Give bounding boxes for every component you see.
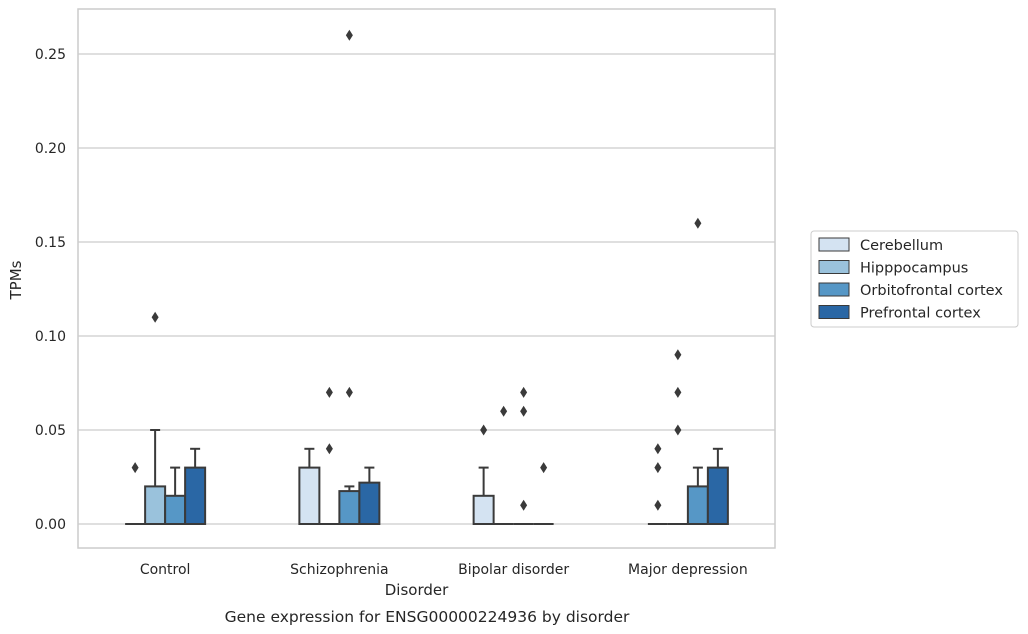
legend-swatch [818, 260, 850, 274]
y-tick-label: 0.00 [35, 517, 66, 533]
box-prefrontal-cortex [533, 462, 554, 525]
box-body [298, 466, 321, 526]
legend: Cerebellum Hipppocampus Orbitofrontal cort… [810, 230, 1019, 328]
box-orbitofrontal-cortex [686, 217, 709, 525]
box-cerebellum [298, 447, 321, 526]
outlier-point [480, 424, 488, 436]
box-body [686, 485, 709, 525]
legend-label: Prefrontal cortex [860, 306, 981, 322]
outlier-point [540, 462, 548, 474]
x-tick-label: Control [140, 562, 191, 578]
box-cerebellum [472, 424, 495, 525]
box-body [164, 494, 187, 525]
y-axis-label: TPMs [7, 260, 25, 300]
box-orbitofrontal-cortex [513, 386, 534, 525]
grid-lines [78, 53, 775, 525]
outlier-point [520, 405, 528, 417]
y-tick-label: 0.05 [35, 423, 66, 439]
outlier-point [520, 386, 528, 398]
outlier-point [500, 405, 508, 417]
outlier-point [325, 443, 333, 455]
box-prefrontal-cortex [184, 447, 207, 526]
outlier-point [151, 311, 159, 323]
x-axis-label: Disorder [385, 581, 449, 599]
y-tick-label: 0.10 [35, 329, 66, 345]
outlier-point [694, 217, 702, 229]
y-tick-label: 0.25 [35, 47, 66, 63]
box-orbitofrontal-cortex [338, 29, 361, 526]
x-tick-label: Major depression [628, 562, 748, 578]
outlier-point [654, 443, 662, 455]
legend-label: Cerebellum [860, 238, 943, 254]
outlier-point [131, 462, 139, 474]
outlier-point [345, 29, 353, 41]
outlier-point [520, 499, 528, 511]
box-orbitofrontal-cortex [164, 466, 187, 525]
box-body [338, 490, 361, 526]
box-plots [125, 29, 729, 526]
outlier-point [345, 386, 353, 398]
outlier-point [325, 386, 333, 398]
legend-swatch [818, 237, 850, 252]
box-hipppocampus [319, 386, 340, 525]
box-hipppocampus [144, 311, 167, 525]
x-tick-labels: Control Schizophrenia Bipolar disorder Majo… [140, 562, 748, 578]
box-prefrontal-cortex [358, 466, 381, 526]
legend-swatch [818, 282, 850, 297]
legend-label: Hipppocampus [860, 261, 968, 277]
plot-frame [77, 8, 776, 549]
box-hipppocampus [667, 349, 688, 525]
outlier-point [674, 386, 682, 398]
box-prefrontal-cortex [706, 447, 729, 526]
box-body [358, 481, 381, 526]
box-cerebellum [125, 462, 146, 525]
x-tick-label: Bipolar disorder [458, 562, 569, 578]
legend-label: Orbitofrontal cortex [860, 283, 1003, 299]
outlier-point [654, 462, 662, 474]
outlier-point [674, 424, 682, 436]
box-hipppocampus [493, 405, 514, 525]
box-body [472, 494, 495, 525]
y-tick-label: 0.15 [35, 235, 66, 251]
box-body [706, 466, 729, 526]
box-body [144, 485, 167, 525]
box-body [184, 466, 207, 526]
y-tick-labels: 0.00 0.05 0.10 0.15 0.20 0.25 [35, 47, 66, 533]
x-tick-label: Schizophrenia [290, 562, 388, 578]
y-tick-label: 0.20 [35, 141, 66, 157]
box-cerebellum [647, 443, 668, 525]
chart-caption: Gene expression for ENSG00000224936 by d… [225, 608, 630, 626]
legend-frame [810, 230, 1019, 328]
outlier-point [654, 499, 662, 511]
outlier-point [674, 349, 682, 361]
legend-swatch [818, 305, 850, 319]
